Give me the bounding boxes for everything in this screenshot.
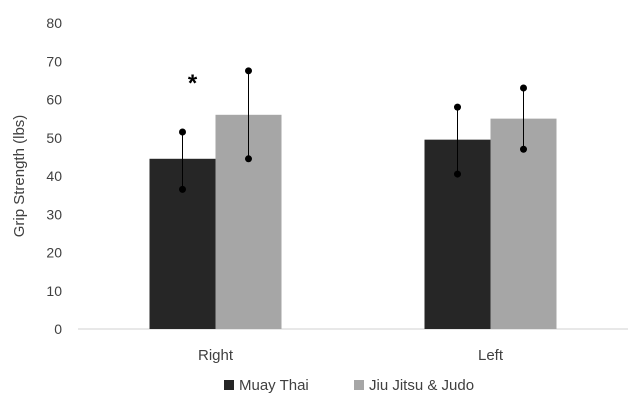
y-tick-label: 30 (46, 206, 62, 222)
error-bar-upper-dot (179, 128, 186, 136)
y-tick-label: 40 (46, 168, 62, 184)
y-tick-label: 80 (46, 15, 62, 31)
error-bar-lower-dot (179, 185, 186, 193)
y-tick-label: 10 (46, 283, 62, 299)
legend-swatch (224, 380, 234, 390)
legend: Muay Thai Jiu Jitsu & Judo (224, 377, 474, 394)
error-bar-lower-dot (245, 155, 252, 163)
y-axis-ticks: 0 10 20 30 40 50 60 70 80 (46, 15, 62, 337)
annotations-group: * (188, 70, 198, 97)
bar-left-jiu-jitsu-judo (490, 118, 557, 329)
error-bar-lower-dot (520, 145, 527, 153)
y-tick-label: 50 (46, 130, 62, 146)
y-axis-label: Grip Strength (lbs) (11, 115, 28, 238)
error-bars-group (179, 67, 527, 193)
error-bar-upper-dot (245, 67, 252, 75)
y-tick-label: 0 (54, 321, 62, 337)
x-tick-label: Left (478, 347, 504, 364)
error-bar-upper-dot (520, 84, 527, 92)
legend-label: Muay Thai (239, 377, 309, 394)
bars-group (149, 114, 557, 329)
significance-asterisk: * (188, 70, 198, 97)
legend-label: Jiu Jitsu & Judo (369, 377, 474, 394)
x-axis-ticks: Right Left (198, 347, 504, 364)
y-tick-label: 20 (46, 245, 62, 261)
legend-swatch (354, 380, 364, 390)
x-tick-label: Right (198, 347, 234, 364)
error-bar-upper-dot (454, 103, 461, 111)
error-bar-lower-dot (454, 170, 461, 178)
y-tick-label: 70 (46, 53, 62, 69)
y-tick-label: 60 (46, 92, 62, 108)
